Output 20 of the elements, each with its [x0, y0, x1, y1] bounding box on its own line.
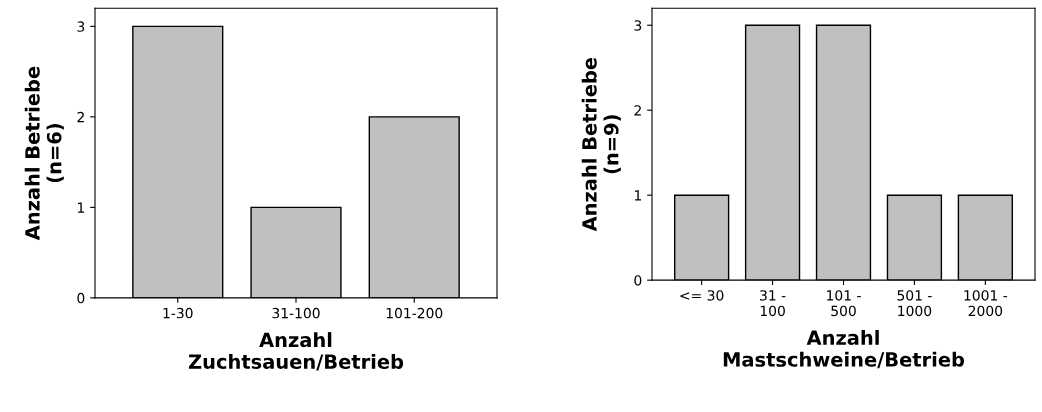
x-axis-title: Anzahl Mastschweine/Betrieb: [723, 329, 965, 369]
y-tick-label: 2: [77, 111, 84, 123]
x-tick-label: 31 - 100: [760, 290, 786, 317]
x-tick-label: 101-200: [386, 307, 443, 319]
x-tick-label: 31-100: [272, 307, 320, 319]
x-tick-label: 1001 - 2000: [964, 290, 1008, 317]
y-axis-title: Anzahl Betriebe (n=9): [581, 57, 621, 232]
x-tick-label: 1-30: [163, 307, 193, 319]
x-tick-label: 101 - 500: [827, 290, 861, 317]
x-tick-label: 501 - 1000: [897, 290, 932, 317]
y-tick-label: 3: [77, 21, 85, 32]
y-axis-title: Anzahl Betriebe (n=6): [24, 66, 64, 241]
y-tick-label: 2: [634, 105, 641, 116]
y-tick-label: 1: [634, 190, 641, 201]
y-tick-label: 3: [634, 20, 642, 31]
y-tick-label: 0: [77, 292, 85, 304]
x-tick-label: <= 30: [680, 290, 724, 301]
y-tick-label: 1: [77, 202, 84, 213]
x-axis-title: Anzahl Zuchtsauen/Betrieb: [188, 332, 404, 371]
y-tick-label: 0: [634, 275, 642, 286]
